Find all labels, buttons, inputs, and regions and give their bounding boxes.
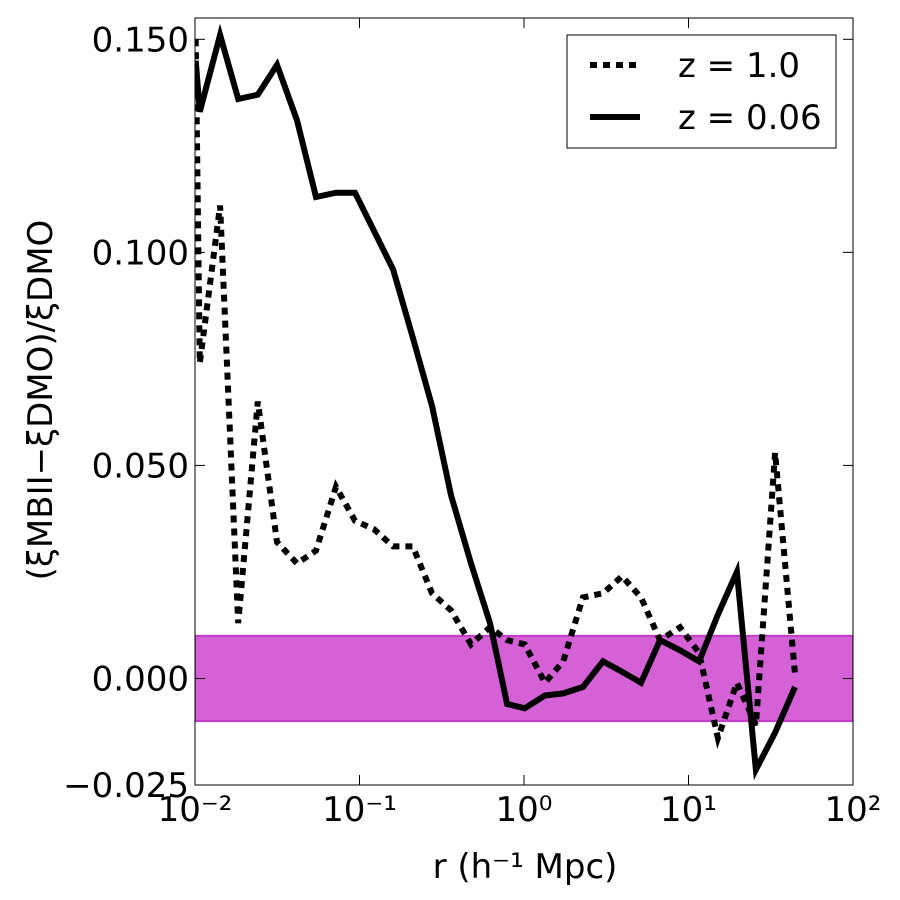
legend: z = 1.0 z = 0.06 [566, 34, 837, 149]
line-series [195, 23, 798, 781]
legend-box [566, 34, 837, 149]
legend-label: z = 1.0 [678, 46, 800, 86]
y-tick-label: 0.000 [92, 659, 189, 699]
x-tick-label: 10² [825, 790, 882, 830]
plot-frame [194, 17, 854, 786]
y-tick-label: −0.025 [63, 766, 189, 806]
x-tick-label: 10⁻² [158, 790, 233, 830]
x-tick-label: 10¹ [660, 790, 717, 830]
y-tick-label: 0.100 [92, 233, 189, 273]
x-axis-label: r (h⁻¹ Mpc) [433, 847, 618, 887]
y-tick-label: 0.050 [92, 446, 189, 486]
x-tick-label: 10⁻¹ [322, 790, 397, 830]
x-tick-label: 10⁰ [496, 790, 553, 830]
plot-area [195, 23, 853, 781]
y-tick-label: 0.150 [92, 20, 189, 60]
y-axis-label: (ξMBII−ξDMO)/ξDMO [21, 220, 61, 581]
legend-label: z = 0.06 [678, 98, 822, 138]
